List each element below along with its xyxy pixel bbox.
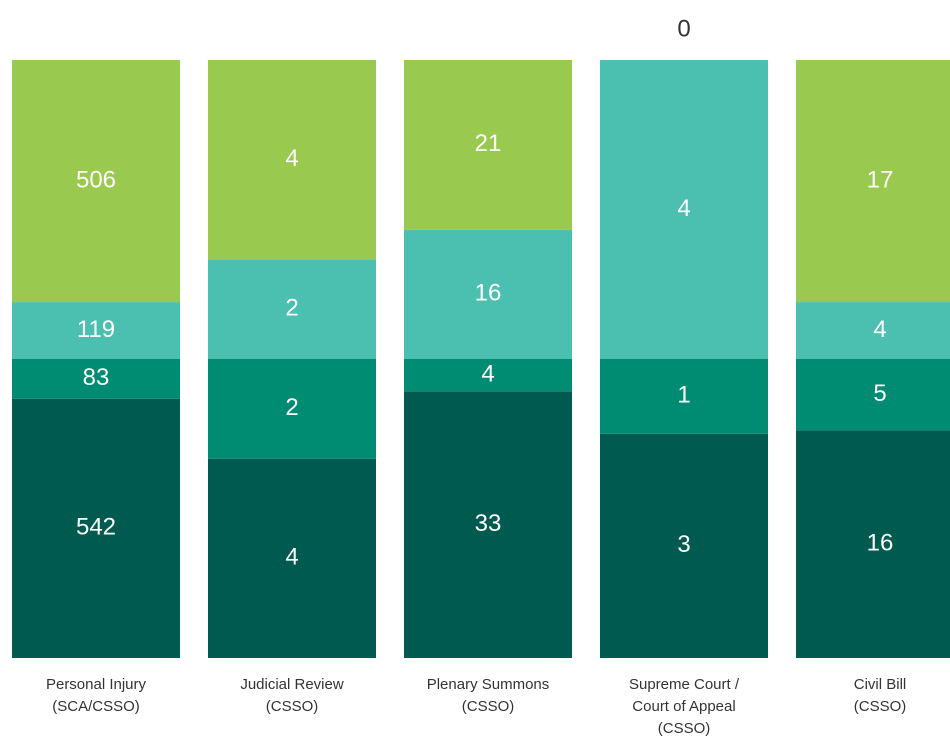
value-label: 119 bbox=[77, 316, 115, 343]
bar-segment bbox=[12, 60, 180, 303]
x-tick-label: Civil Bill (CSSO) bbox=[853, 676, 907, 715]
x-tick-label: Plenary Summons (CSSO) bbox=[426, 676, 550, 715]
bar-segment bbox=[796, 60, 950, 303]
bar-segment bbox=[12, 359, 180, 399]
value-label: 17 bbox=[867, 166, 894, 193]
bar-segment bbox=[600, 60, 768, 359]
x-tick-label: Judicial Review (CSSO) bbox=[240, 676, 344, 715]
bar-segment bbox=[208, 259, 376, 359]
bar-segment bbox=[796, 359, 950, 431]
value-label: 2 bbox=[285, 394, 298, 421]
bar-segment bbox=[404, 60, 572, 230]
value-label: 0 bbox=[677, 15, 690, 42]
x-tick-label: Personal Injury (SCA/CSSO) bbox=[45, 676, 147, 715]
value-label: 83 bbox=[83, 364, 110, 391]
bar-segment bbox=[796, 302, 950, 359]
value-label: 4 bbox=[481, 361, 494, 388]
bar-segment bbox=[404, 359, 572, 392]
bar-segment bbox=[600, 433, 768, 658]
value-label: 4 bbox=[285, 544, 298, 571]
bar-segment bbox=[600, 359, 768, 434]
value-label: 16 bbox=[867, 529, 894, 556]
value-label: 506 bbox=[76, 166, 116, 193]
bar-segment bbox=[208, 458, 376, 658]
value-label: 21 bbox=[475, 130, 502, 157]
x-tick-label: Supreme Court / Court of Appeal (CSSO) bbox=[628, 676, 740, 737]
value-label: 1 bbox=[677, 382, 690, 409]
value-label: 4 bbox=[677, 195, 690, 222]
value-label: 5 bbox=[873, 380, 886, 407]
bar-segment bbox=[208, 60, 376, 260]
value-label: 33 bbox=[475, 510, 502, 537]
value-label: 4 bbox=[873, 316, 886, 343]
value-label: 4 bbox=[285, 145, 298, 172]
value-label: 542 bbox=[76, 514, 116, 541]
bar-segment bbox=[208, 359, 376, 459]
bar-segment bbox=[12, 398, 180, 658]
bar-segment bbox=[796, 430, 950, 658]
value-label: 16 bbox=[475, 280, 502, 307]
bar-segment bbox=[404, 391, 572, 658]
value-label: 2 bbox=[285, 295, 298, 322]
bar-segment bbox=[12, 302, 180, 359]
bar-segment bbox=[404, 229, 572, 359]
value-label: 3 bbox=[677, 531, 690, 558]
